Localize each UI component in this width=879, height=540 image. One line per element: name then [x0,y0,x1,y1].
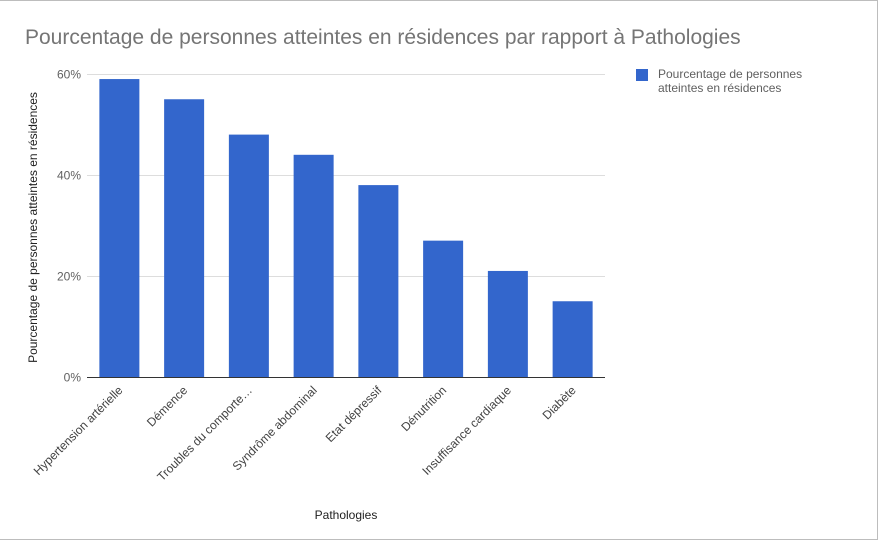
x-category-label: Hypertension artérielle [31,383,126,478]
bar[interactable] [293,154,334,377]
bar[interactable] [552,301,593,377]
bar[interactable] [358,185,399,377]
bars [99,79,593,378]
x-category-label: Dénutrition [398,383,449,434]
legend[interactable]: Pourcentage de personnes atteintes en ré… [636,67,828,95]
x-category-label: Démence [144,383,190,429]
bar[interactable] [423,240,464,377]
chart-title: Pourcentage de personnes atteintes en ré… [25,26,741,49]
bar[interactable] [99,79,140,378]
y-axis-ticks: 0% 20% 40% 60% [57,68,81,385]
bar[interactable] [228,134,269,377]
y-tick-label: 40% [57,169,81,183]
y-tick-label: 60% [57,68,81,82]
legend-label: Pourcentage de personnes atteintes en ré… [658,67,803,95]
x-category-label: Etat dépressif [323,383,385,445]
bar[interactable] [164,99,205,377]
x-axis-title: Pathologies [315,508,378,522]
x-category-label: Diabète [540,383,579,422]
y-tick-label: 20% [57,270,81,284]
y-axis-title: Pourcentage de personnes atteintes en ré… [26,92,40,363]
bar[interactable] [487,270,528,377]
legend-swatch [636,69,648,81]
y-tick-label: 0% [64,371,82,385]
